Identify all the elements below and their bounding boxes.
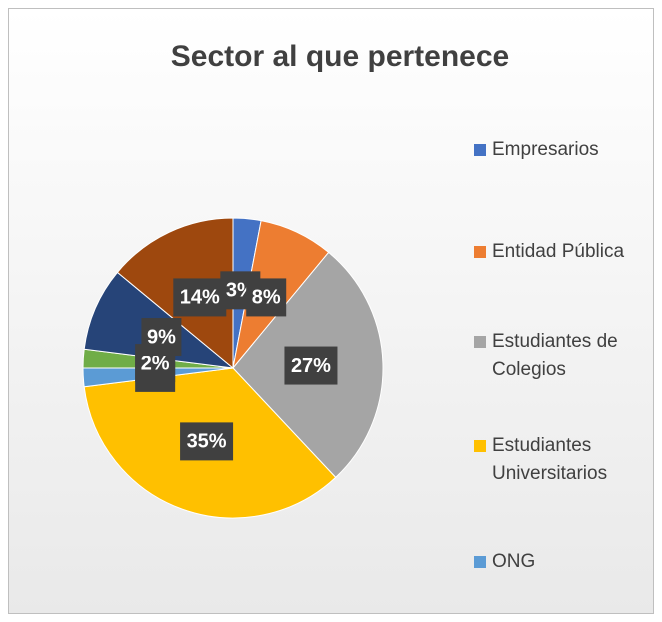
data-label-text: 35%	[187, 431, 227, 453]
legend-swatch	[474, 336, 486, 348]
data-label-text: 9%	[147, 326, 176, 348]
data-label-text: 8%	[252, 287, 281, 309]
legend-label: Estudiantes	[492, 435, 591, 456]
data-label-box	[173, 278, 227, 317]
legend-label: Colegios	[492, 359, 566, 380]
chart-title: Sector al que pertenece	[171, 40, 509, 73]
legend-label: ONG	[492, 551, 535, 572]
data-label: 27%	[284, 346, 338, 385]
data-label: 9%	[141, 318, 182, 357]
data-label: 8%	[246, 278, 287, 317]
data-label-text: 27%	[291, 355, 331, 377]
data-label-box	[246, 278, 287, 317]
legend-swatch	[474, 144, 486, 156]
legend: Empresarios Entidad Pública Estudiantes de…	[474, 139, 624, 572]
legend-label: Estudiantes de	[492, 331, 618, 352]
data-label-text: 14%	[180, 287, 220, 309]
data-label-text: 2%	[141, 352, 170, 374]
data-label: 35%	[180, 422, 234, 461]
legend-swatch	[474, 440, 486, 452]
legend-swatch	[474, 556, 486, 568]
legend-label: Universitarios	[492, 463, 607, 484]
pie	[82, 217, 384, 519]
data-label-box	[141, 318, 182, 357]
data-label-box	[284, 346, 338, 385]
data-label-box	[180, 422, 234, 461]
data-label: 14%	[173, 278, 227, 317]
legend-label: Empresarios	[492, 139, 599, 160]
legend-swatch	[474, 246, 486, 258]
legend-label: Entidad Pública	[492, 241, 624, 262]
data-labels: 3%8%27%35%2%2%9%14%	[135, 271, 338, 461]
